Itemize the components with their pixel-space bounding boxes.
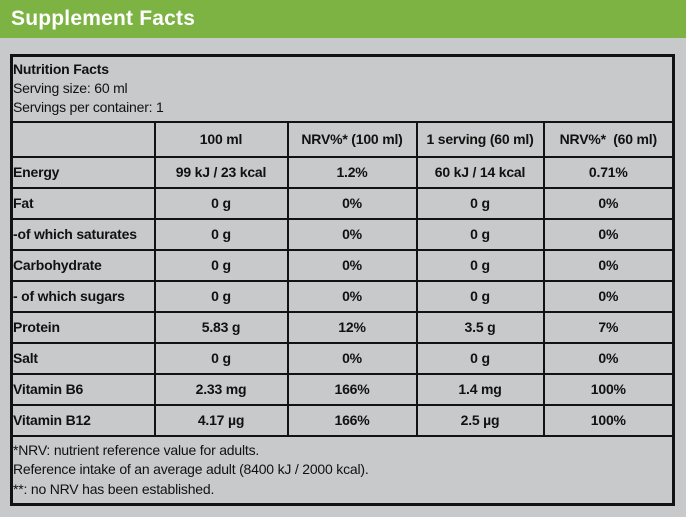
table-info-cell: Nutrition Facts Serving size: 60 ml Serv… [10,54,675,123]
row-label: Vitamin B12 [10,403,156,437]
cell-value: 0 g [415,248,545,282]
cell-value: 0% [542,217,675,251]
cell-value: 100% [542,403,675,437]
row-label: Protein [10,310,156,344]
cell-value: 5.83 g [153,310,289,344]
cell-value: 0 g [153,279,289,313]
cell-value: 166% [286,403,418,437]
table-row-saturates: -of which saturates 0 g 0% 0 g 0% [10,217,675,251]
cell-value: 100% [542,372,675,406]
row-label: Fat [10,186,156,220]
cell-value: 99 kJ / 23 kcal [153,155,289,189]
cell-value: 7% [542,310,675,344]
cell-value: 2.5 µg [415,403,545,437]
column-header-100ml: 100 ml [153,120,289,158]
row-label: Energy [10,155,156,189]
nutrition-facts-table: Nutrition Facts Serving size: 60 ml Serv… [10,54,676,506]
table-footnotes-cell: *NRV: nutrient reference value for adult… [10,434,675,506]
cell-value: 0% [286,248,418,282]
cell-value: 0 g [153,248,289,282]
table-info-row: Nutrition Facts Serving size: 60 ml Serv… [10,54,675,123]
cell-value: 60 kJ / 14 kcal [415,155,545,189]
cell-value: 0% [286,341,418,375]
row-label: Vitamin B6 [10,372,156,406]
cell-value: 4.17 µg [153,403,289,437]
column-header-serving: 1 serving (60 ml) [415,120,545,158]
serving-size: Serving size: 60 ml [13,80,128,97]
page-title: Supplement Facts [11,7,196,30]
footnote: *NRV: nutrient reference value for adult… [13,441,260,458]
row-label: - of which sugars [10,279,156,313]
table-row-vitamin-b12: Vitamin B12 4.17 µg 166% 2.5 µg 100% [10,403,675,437]
row-label: Carbohydrate [10,248,156,282]
column-header-blank [10,120,156,158]
cell-value: 0% [542,186,675,220]
table-row-salt: Salt 0 g 0% 0 g 0% [10,341,675,375]
column-header-nrv-60ml: NRV%* (60 ml) [542,120,675,158]
footnote: **: no NRV has been established. [13,480,215,497]
cell-value: 3.5 g [415,310,545,344]
cell-value: 0% [542,248,675,282]
table-row-energy: Energy 99 kJ / 23 kcal 1.2% 60 kJ / 14 k… [10,155,675,189]
column-header-nrv-100ml: NRV%* (100 ml) [286,120,418,158]
column-header-row: 100 ml NRV%* (100 ml) 1 serving (60 ml) … [10,120,675,158]
cell-value: 0% [542,279,675,313]
table-row-carbohydrate: Carbohydrate 0 g 0% 0 g 0% [10,248,675,282]
nutrition-facts-title: Nutrition Facts [13,61,109,78]
cell-value: 0 g [415,279,545,313]
cell-value: 0 g [415,217,545,251]
cell-value: 1.2% [286,155,418,189]
cell-value: 0% [542,341,675,375]
cell-value: 0 g [153,341,289,375]
cell-value: 0 g [153,186,289,220]
cell-value: 1.4 mg [415,372,545,406]
cell-value: 0 g [415,341,545,375]
table-row-protein: Protein 5.83 g 12% 3.5 g 7% [10,310,675,344]
table-row-fat: Fat 0 g 0% 0 g 0% [10,186,675,220]
cell-value: 0% [286,186,418,220]
cell-value: 0 g [153,217,289,251]
cell-value: 0 g [415,186,545,220]
row-label: Salt [10,341,156,375]
servings-per-container: Servings per container: 1 [13,99,164,116]
header-bar: Supplement Facts [0,0,686,38]
table-row-vitamin-b6: Vitamin B6 2.33 mg 166% 1.4 mg 100% [10,372,675,406]
cell-value: 2.33 mg [153,372,289,406]
table-row-sugars: - of which sugars 0 g 0% 0 g 0% [10,279,675,313]
table-footer-row: *NRV: nutrient reference value for adult… [10,434,675,506]
footnote: Reference intake of an average adult (84… [13,461,369,477]
cell-value: 0.71% [542,155,675,189]
cell-value: 166% [286,372,418,406]
cell-value: 0% [286,279,418,313]
row-label: -of which saturates [10,217,156,251]
cell-value: 0% [286,217,418,251]
cell-value: 12% [286,310,418,344]
